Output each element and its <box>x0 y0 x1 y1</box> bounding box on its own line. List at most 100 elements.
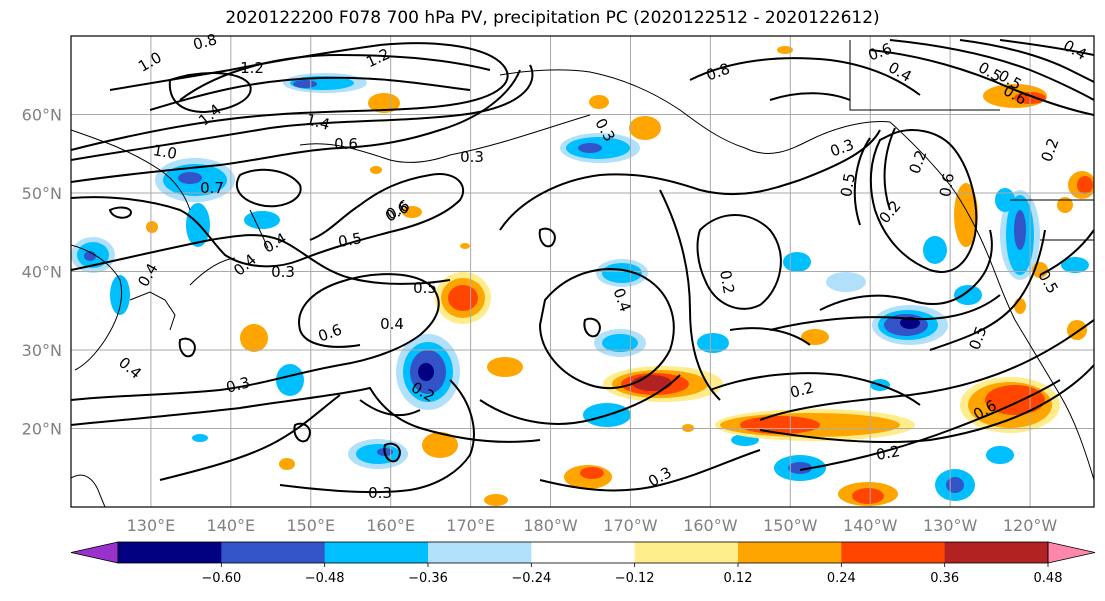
precip-shading <box>71 46 1094 506</box>
gridlines <box>71 36 1094 507</box>
pv-contour <box>71 173 465 268</box>
colorbar: −0.60 −0.48 −0.36 −0.24 −0.12 0.12 0.24 0.36 0.4… <box>70 541 1096 586</box>
pv-contour <box>149 76 471 111</box>
pv-contour <box>929 229 1046 351</box>
pv-contour <box>709 372 921 406</box>
pv-contour <box>883 127 896 211</box>
lon-tick-label: 150°W <box>763 516 818 535</box>
coastline <box>71 474 106 507</box>
coastline <box>889 121 1094 481</box>
pv-contour <box>769 294 1001 331</box>
colorbar-tick-label: −0.36 <box>408 571 448 586</box>
lon-tick-label: 140°W <box>843 516 898 535</box>
coastline <box>744 121 891 154</box>
colorbar-tick-label: 0.12 <box>724 571 753 586</box>
pv-contour <box>659 189 721 401</box>
colorbar-segment <box>841 542 946 563</box>
lat-tick-label: 50°N <box>22 184 62 203</box>
colorbar-segment <box>634 542 739 563</box>
pv-contour <box>759 364 1094 443</box>
colorbar-frame <box>117 541 1049 564</box>
lon-tick-label: 180°W <box>523 516 578 535</box>
contour-label: 1.4 <box>304 110 332 134</box>
contour-label: 1.4 <box>195 100 225 129</box>
colorbar-tick-label: −0.24 <box>511 571 551 586</box>
lon-tick-label: 120°W <box>1003 516 1058 535</box>
colorbar-extend-max <box>1047 541 1096 564</box>
colorbar-tick-label: 0.24 <box>827 571 856 586</box>
contour-label: 0.3 <box>224 373 252 397</box>
pv-contour <box>359 399 421 417</box>
colorbar-tick-label: −0.48 <box>305 571 345 586</box>
lon-tick-label: 160°W <box>683 516 738 535</box>
contour-label: 0.5 <box>413 279 437 297</box>
contour-label: 0.4 <box>134 260 162 290</box>
colorbar-segment <box>324 542 429 563</box>
lat-tick-label: 20°N <box>22 420 62 439</box>
pv-contours <box>71 39 1094 494</box>
lat-tick-label: 30°N <box>22 341 62 360</box>
lon-tick-label: 160°E <box>366 516 415 535</box>
contour-label: 0.2 <box>875 442 902 464</box>
map-frame <box>70 35 1095 508</box>
contour-label: 0.5 <box>837 172 859 199</box>
colorbar-segment <box>118 542 222 563</box>
colorbar-tick-label: 0.36 <box>930 571 959 586</box>
pv-contour <box>71 69 521 183</box>
pv-contour <box>759 319 1094 421</box>
contour-label: 0.6 <box>936 172 958 199</box>
lat-tick-label: 60°N <box>22 106 62 125</box>
pv-contour <box>71 234 451 285</box>
colorbar-segment <box>738 542 842 563</box>
colorbar-segment <box>944 542 1049 563</box>
pv-contour <box>479 374 681 425</box>
pv-contour <box>293 422 311 443</box>
contour-label: 0.7 <box>200 179 224 197</box>
pv-contour <box>689 57 921 96</box>
lon-tick-label: 170°E <box>446 516 495 535</box>
contour-label: 0.2 <box>1037 136 1062 165</box>
contour-label: 0.4 <box>230 250 260 279</box>
lon-tick-label: 130°E <box>127 516 176 535</box>
pv-contour <box>159 394 341 481</box>
pv-contour <box>538 227 556 248</box>
longitude-labels: 130°E 140°E 150°E 160°E 170°E 180°W 170°W 160°W… <box>127 516 1058 535</box>
pv-contour <box>179 53 491 101</box>
pv-contour <box>1039 229 1094 276</box>
pv-contour <box>853 137 871 226</box>
colorbar-tick-label: −0.60 <box>201 571 241 586</box>
contour-label: 0.4 <box>380 315 404 333</box>
colorbar-segment <box>221 542 326 563</box>
lat-tick-label: 40°N <box>22 263 62 282</box>
colorbar-segment <box>428 542 532 563</box>
pv-contour <box>71 42 509 151</box>
pv-contour <box>71 386 541 443</box>
pv-contour <box>178 337 196 358</box>
map-title: 2020122200 F078 700 hPa PV, precipitatio… <box>225 8 880 28</box>
colorbar-tick-label: −0.12 <box>615 571 655 586</box>
lon-tick-label: 140°E <box>207 516 256 535</box>
pv-contour <box>279 379 475 494</box>
lon-tick-label: 130°W <box>923 516 978 535</box>
contour-label: 0.2 <box>716 269 738 296</box>
contour-label: 0.5 <box>337 229 364 251</box>
pv-contour <box>168 72 252 114</box>
pv-contour <box>889 39 1094 101</box>
lon-tick-label: 150°E <box>286 516 335 535</box>
contour-label: 0.4 <box>115 353 145 382</box>
colorbar-segment <box>531 542 636 563</box>
coastline <box>71 244 123 371</box>
pv-contour <box>729 327 811 346</box>
pv-contour <box>71 273 440 401</box>
contour-label: 1.0 <box>152 141 179 163</box>
pv-contour <box>538 268 675 390</box>
pv-contour <box>999 39 1094 56</box>
pv-contour <box>583 317 601 338</box>
contour-label: 1.2 <box>240 59 264 77</box>
pv-contour <box>869 49 1094 116</box>
pv-contour <box>959 39 1094 83</box>
colorbar-extend-min <box>70 541 119 564</box>
pv-contour <box>799 379 1061 471</box>
coastline <box>249 209 269 249</box>
